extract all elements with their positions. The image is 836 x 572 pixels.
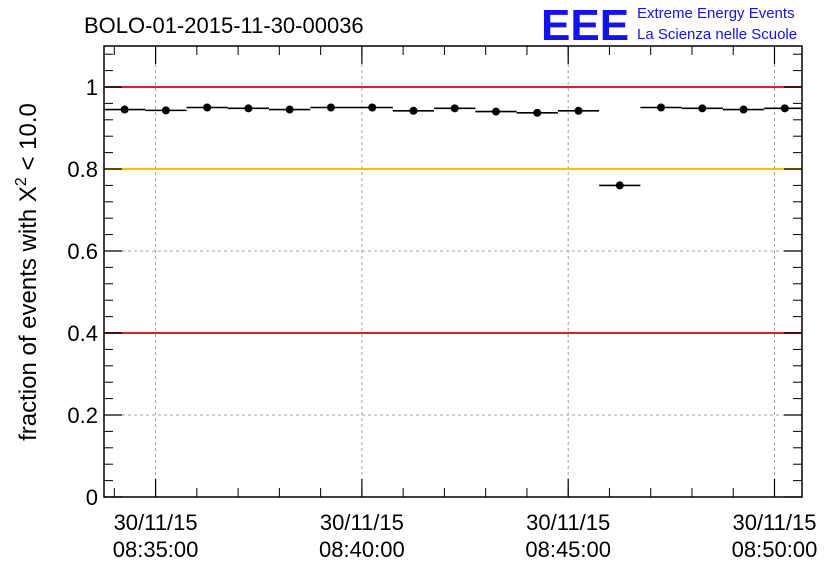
data-point (615, 181, 624, 190)
data-point (203, 103, 212, 112)
x-tick-label-time: 08:40:00 (319, 537, 405, 562)
data-point (739, 105, 748, 114)
y-tick-label: 1 (86, 75, 98, 100)
data-point (780, 104, 789, 113)
y-tick-label: 0.6 (67, 239, 98, 264)
chart-title: BOLO-01-2015-11-30-00036 (84, 13, 364, 38)
data-point (244, 104, 253, 113)
y-axis-label-pre: fraction of events with X (15, 186, 42, 441)
plot-frame (103, 45, 803, 498)
data-point (409, 106, 418, 115)
grid-lines (104, 46, 802, 497)
x-tick-labels: 30/11/1508:35:0030/11/1508:40:0030/11/15… (113, 510, 818, 562)
data-point (698, 104, 707, 113)
y-tick-labels: 0 0.2 0.4 0.6 0.8 1 (67, 75, 98, 510)
data-point (161, 106, 170, 115)
y-tick-label: 0 (86, 485, 98, 510)
logo-mark: EEE (541, 1, 629, 50)
y-axis-label-post: < 10.0 (15, 103, 42, 177)
x-tick-label-time: 08:45:00 (525, 537, 611, 562)
data-point (491, 107, 500, 116)
data-point (285, 105, 294, 114)
x-tick-label-date: 30/11/15 (732, 510, 816, 535)
y-tick-label: 0.4 (67, 321, 98, 346)
y-tick-label: 0.2 (67, 403, 98, 428)
data-points (104, 103, 802, 190)
y-axis-label: fraction of events with X2 < 10.0 (13, 103, 42, 441)
x-tick-label-date: 30/11/15 (320, 510, 404, 535)
data-point (368, 103, 377, 112)
data-point (120, 105, 129, 114)
data-point (326, 103, 335, 112)
x-tick-label-date: 30/11/15 (114, 510, 198, 535)
x-tick-label-time: 08:50:00 (732, 537, 818, 562)
data-point (657, 103, 666, 112)
data-point (574, 106, 583, 115)
axis-ticks (104, 46, 802, 498)
data-point (450, 104, 459, 113)
x-tick-label-date: 30/11/15 (526, 510, 610, 535)
x-tick-label-time: 08:35:00 (113, 537, 199, 562)
y-axis-label-sup: 2 (13, 177, 30, 186)
data-point (533, 108, 542, 117)
logo-line1: Extreme Energy Events (637, 5, 795, 22)
logo-line2: La Scienza nelle Scuole (637, 26, 797, 43)
reference-lines (104, 86, 802, 334)
eee-logo: EEE Extreme Energy Events La Scienza nel… (541, 1, 797, 50)
y-tick-label: 0.8 (67, 157, 98, 182)
